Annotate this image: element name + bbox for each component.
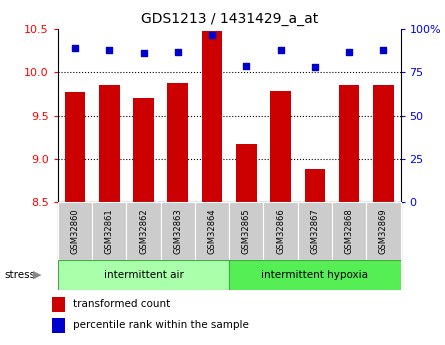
Text: stress: stress bbox=[4, 270, 36, 280]
Text: GSM32861: GSM32861 bbox=[105, 208, 114, 254]
Text: GSM32866: GSM32866 bbox=[276, 208, 285, 254]
Bar bbox=[229, 202, 263, 260]
Point bbox=[312, 65, 319, 70]
Text: GSM32865: GSM32865 bbox=[242, 208, 251, 254]
Point bbox=[140, 51, 147, 56]
Bar bbox=[332, 202, 366, 260]
Text: GSM32868: GSM32868 bbox=[344, 208, 354, 254]
Bar bbox=[373, 86, 394, 202]
Bar bbox=[339, 86, 360, 202]
Bar bbox=[229, 260, 400, 290]
Point bbox=[71, 46, 79, 51]
Bar bbox=[52, 318, 65, 333]
Text: transformed count: transformed count bbox=[73, 299, 170, 309]
Point bbox=[243, 63, 250, 68]
Text: ▶: ▶ bbox=[33, 270, 42, 280]
Point bbox=[209, 32, 216, 37]
Bar bbox=[58, 260, 229, 290]
Text: GSM32867: GSM32867 bbox=[310, 208, 320, 254]
Bar bbox=[92, 202, 126, 260]
Point bbox=[174, 49, 182, 55]
Bar bbox=[99, 86, 120, 202]
Bar bbox=[304, 169, 325, 202]
Text: GSM32863: GSM32863 bbox=[173, 208, 182, 254]
Text: GSM32860: GSM32860 bbox=[70, 208, 80, 254]
Point bbox=[380, 47, 387, 53]
Bar bbox=[298, 202, 332, 260]
Point bbox=[277, 47, 284, 53]
Bar bbox=[126, 202, 161, 260]
Text: percentile rank within the sample: percentile rank within the sample bbox=[73, 320, 249, 330]
Bar bbox=[52, 297, 65, 312]
Point bbox=[106, 47, 113, 53]
Text: intermittent hypoxia: intermittent hypoxia bbox=[261, 270, 368, 280]
Bar bbox=[161, 202, 195, 260]
Bar bbox=[195, 202, 229, 260]
Bar bbox=[236, 144, 257, 202]
Text: GSM32862: GSM32862 bbox=[139, 208, 148, 254]
Point bbox=[346, 49, 353, 55]
Bar bbox=[263, 202, 298, 260]
Title: GDS1213 / 1431429_a_at: GDS1213 / 1431429_a_at bbox=[141, 11, 318, 26]
Text: intermittent air: intermittent air bbox=[104, 270, 183, 280]
Bar bbox=[58, 202, 92, 260]
Text: GSM32864: GSM32864 bbox=[207, 208, 217, 254]
Bar bbox=[270, 91, 291, 202]
Bar bbox=[167, 83, 188, 202]
Bar bbox=[65, 92, 85, 202]
Bar bbox=[366, 202, 400, 260]
Bar bbox=[133, 98, 154, 202]
Bar bbox=[202, 31, 222, 202]
Text: GSM32869: GSM32869 bbox=[379, 208, 388, 254]
